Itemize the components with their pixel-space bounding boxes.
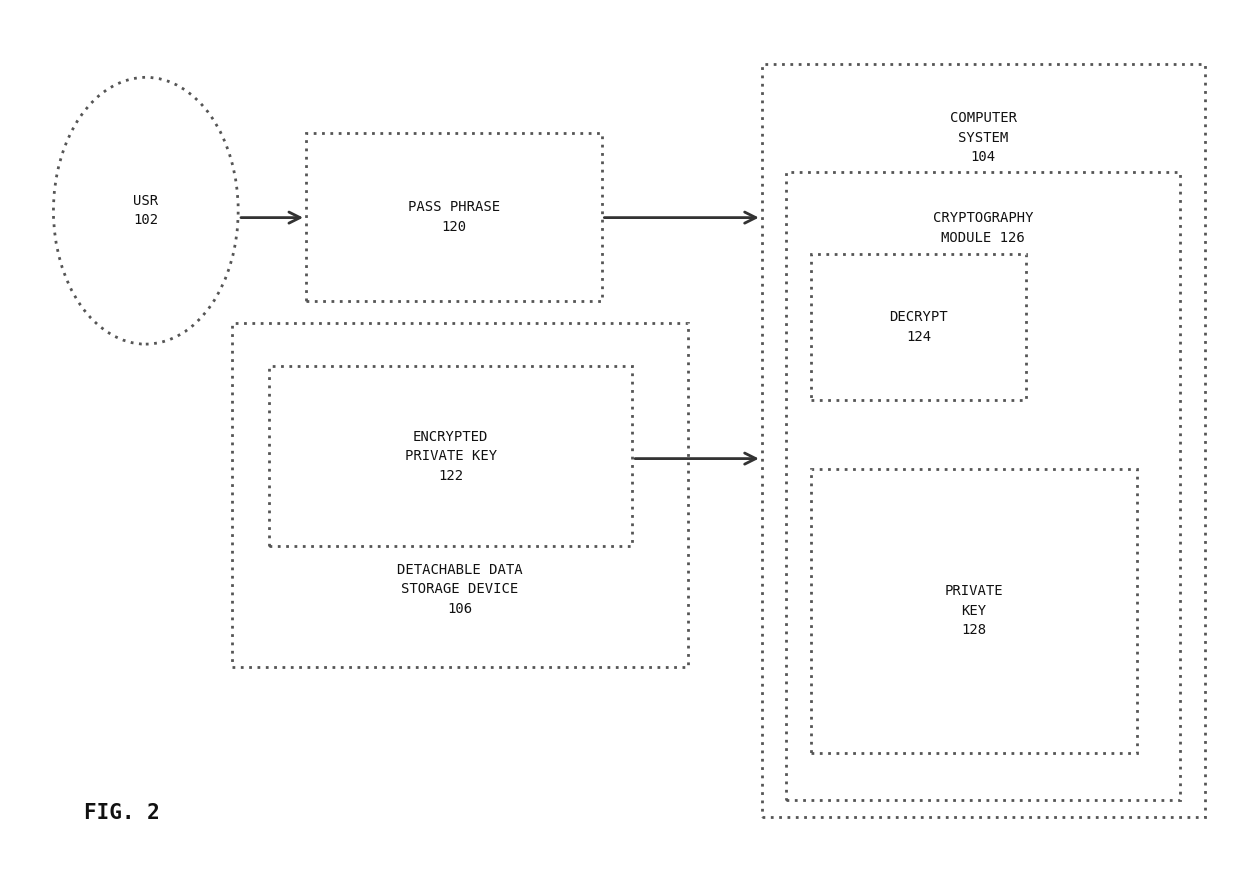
Text: DECRYPT
124: DECRYPT 124 xyxy=(889,310,949,343)
Text: PRIVATE
KEY
128: PRIVATE KEY 128 xyxy=(945,585,1003,638)
Bar xyxy=(232,322,688,667)
Bar xyxy=(811,469,1137,753)
Bar xyxy=(306,133,601,301)
Text: CRYPTOGRAPHY
MODULE 126: CRYPTOGRAPHY MODULE 126 xyxy=(932,211,1034,245)
Text: ENCRYPTED
PRIVATE KEY
122: ENCRYPTED PRIVATE KEY 122 xyxy=(404,429,497,482)
Text: DETACHABLE DATA
STORAGE DEVICE
106: DETACHABLE DATA STORAGE DEVICE 106 xyxy=(397,563,523,616)
Text: USR
102: USR 102 xyxy=(133,194,159,228)
Ellipse shape xyxy=(53,77,238,344)
Bar xyxy=(786,172,1180,800)
Bar xyxy=(811,254,1027,400)
Text: FIG. 2: FIG. 2 xyxy=(84,803,160,823)
Text: COMPUTER
SYSTEM
104: COMPUTER SYSTEM 104 xyxy=(950,111,1017,164)
Bar xyxy=(761,64,1205,818)
Text: PASS PHRASE
120: PASS PHRASE 120 xyxy=(408,201,500,234)
Bar xyxy=(269,366,632,547)
